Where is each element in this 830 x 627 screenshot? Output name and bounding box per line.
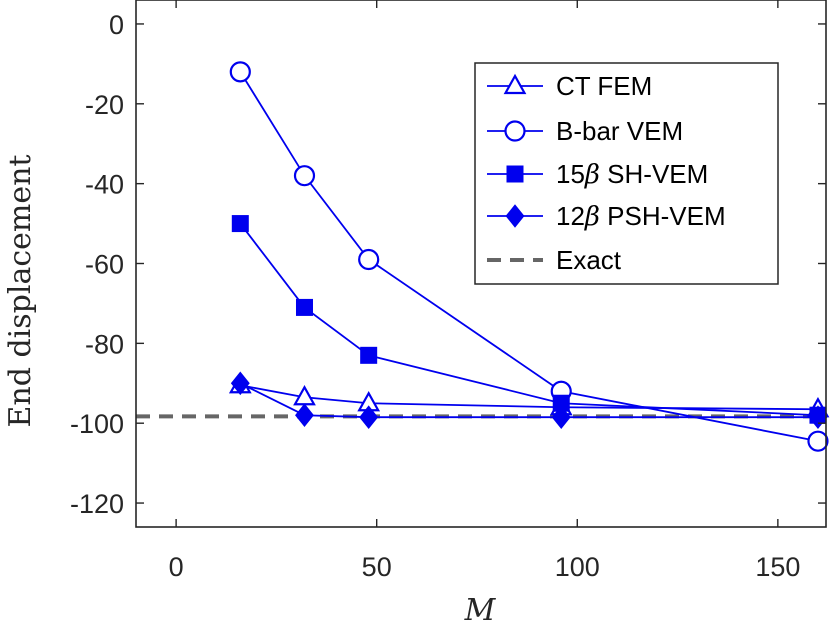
y-axis-label: End displacement [3,155,38,428]
series-3-point [231,215,249,233]
legend-entry-2: B-bar VEM [487,116,683,146]
legend-entry-3: 15β SH-VEM [487,159,708,190]
y-tick-label: -40 [85,170,124,200]
x-tick-label: 100 [555,552,600,582]
series-4-point [230,371,250,396]
legend-label: 15β SH-VEM [556,159,708,190]
legend-marker [505,204,525,228]
legend-label: 12β PSH-VEM [556,201,726,232]
legend-marker [503,73,527,95]
series-3-point [295,298,313,316]
axes-layer: 0 50 100 150 0 -20 -40 -60 -80 -100 -120 [70,0,827,582]
legend-label: Exact [556,245,622,275]
legend-marker [506,165,524,183]
x-tick-label: 0 [169,552,184,582]
y-tick-label: -60 [85,250,124,280]
legend-items: CT FEM B-bar VEM 15β SH-VEM 12β PSH-VEM Exac… [487,71,726,275]
y-tick-label: -100 [70,409,124,439]
series-2-point [807,430,829,452]
legend-entry-exact: Exact [487,245,622,275]
series-2-point [358,248,380,271]
legend: CT FEM B-bar VEM 15β SH-VEM 12β PSH-VEM Exac… [474,62,779,285]
series-2-point [293,165,316,187]
series-4-point [295,403,314,428]
y-tick-label: -120 [70,489,124,519]
y-tick-label: -80 [85,329,124,359]
series-4-point [551,405,571,430]
x-tick-label: 150 [755,552,800,582]
series-layer [228,61,830,452]
legend-entry-4: 12β PSH-VEM [487,201,726,232]
y-tick-label: 0 [109,10,124,40]
series-4-point [359,405,379,430]
legend-marker [504,120,526,142]
series-4 [230,371,828,430]
x-tick-label: 50 [362,552,392,582]
y-tick-label: -20 [85,90,124,120]
series-3-point [360,346,378,364]
legend-entry-1: CT FEM [487,71,652,101]
legend-label: CT FEM [556,71,652,101]
series-2-point [229,61,251,83]
legend-label: B-bar VEM [556,116,683,146]
x-axis-label: M [464,593,497,627]
